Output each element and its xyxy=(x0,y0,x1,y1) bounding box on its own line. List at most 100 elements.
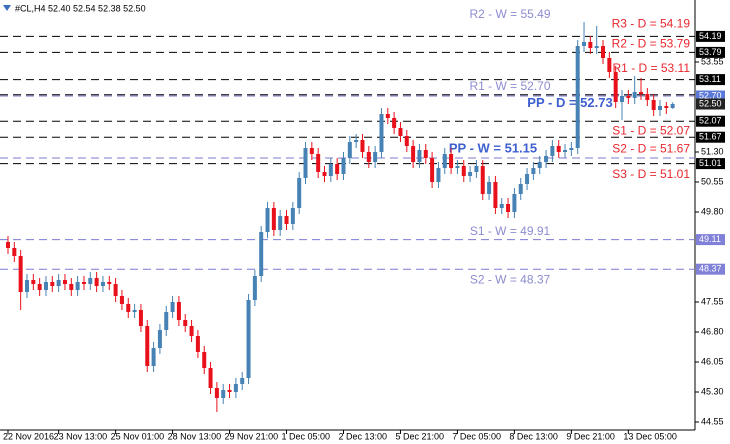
candle-body xyxy=(335,164,340,174)
candle-body xyxy=(379,114,384,152)
y-tick-label: 45.30 xyxy=(701,386,724,396)
x-tick-label: 9 Dec 21:00 xyxy=(566,431,615,441)
candle-body xyxy=(398,128,403,136)
candle-body xyxy=(449,154,454,168)
candle-body xyxy=(366,152,371,162)
candle-body xyxy=(221,390,226,398)
candle-body xyxy=(341,158,346,174)
candle-body xyxy=(436,168,441,182)
candle-body xyxy=(100,282,105,286)
price-tag xyxy=(696,158,725,170)
candle-body xyxy=(563,150,568,152)
candle-body xyxy=(360,140,365,152)
candle-body xyxy=(309,148,314,154)
y-tick-label: 53.55 xyxy=(701,56,724,66)
y-tick-label: 50.55 xyxy=(701,176,724,186)
candle-body xyxy=(480,166,485,194)
x-tick-label: 25 Nov 01:00 xyxy=(111,431,165,441)
candle-body xyxy=(544,156,549,162)
candle-body xyxy=(512,194,517,212)
candle-body xyxy=(417,150,422,162)
pivot-label: R3 - D = 54.19 xyxy=(612,17,691,31)
candle-body xyxy=(518,184,523,194)
candle-body xyxy=(455,166,460,168)
candle-body xyxy=(531,168,536,174)
candle-body xyxy=(157,330,162,348)
candle-body xyxy=(556,146,561,152)
candle-body xyxy=(62,280,67,284)
x-tick-label: 2 Dec 13:00 xyxy=(338,431,387,441)
candle-body xyxy=(69,284,74,290)
pivot-label: PP - W = 51.15 xyxy=(449,140,537,155)
candle-body xyxy=(138,310,143,326)
price-tag xyxy=(696,98,725,110)
price-tag-label: 53.79 xyxy=(699,47,722,57)
x-tick-label: 7 Dec 05:00 xyxy=(452,431,501,441)
candle-body xyxy=(430,158,435,182)
candle-body xyxy=(322,172,327,176)
candle-body xyxy=(493,182,498,208)
candle-body xyxy=(75,282,80,290)
candle-body xyxy=(442,154,447,168)
candle-body xyxy=(151,348,156,366)
candle-body xyxy=(404,136,409,146)
candle-body xyxy=(347,142,352,158)
candle-body xyxy=(246,300,251,378)
candle-body xyxy=(88,278,93,284)
candle-body xyxy=(664,106,669,108)
candle-body xyxy=(588,42,593,48)
price-tag xyxy=(696,115,725,127)
x-tick-label: 1 Dec 05:00 xyxy=(282,431,331,441)
price-tag xyxy=(696,30,725,42)
pivot-label: S1 - W = 49.91 xyxy=(470,224,551,238)
pivot-label: R2 - D = 53.79 xyxy=(612,37,691,51)
candle-body xyxy=(645,94,650,100)
candle-body xyxy=(392,118,397,128)
candle-body xyxy=(651,100,656,110)
price-tag-label: 51.01 xyxy=(699,158,722,168)
price-tag xyxy=(696,46,725,58)
candle-body xyxy=(385,114,390,118)
y-tick-label: 46.05 xyxy=(701,356,724,366)
y-tick-label: 46.80 xyxy=(701,326,724,336)
price-tag-label: 52.07 xyxy=(699,116,722,126)
price-tag xyxy=(696,131,725,143)
price-tag xyxy=(696,90,725,102)
candle-body xyxy=(670,104,675,108)
candle-body xyxy=(468,172,473,176)
candle-body xyxy=(657,106,662,110)
candle-body xyxy=(328,164,333,176)
candle-body xyxy=(132,310,137,312)
pivot-label: R1 - W = 52.70 xyxy=(469,79,550,93)
candle-body xyxy=(278,216,283,230)
candle-body xyxy=(303,148,308,178)
candle-body xyxy=(240,378,245,384)
candle-body xyxy=(176,302,181,320)
candle-body xyxy=(189,326,194,336)
price-tag-label: 53.11 xyxy=(699,74,721,84)
price-tag-label: 49.11 xyxy=(699,234,721,244)
candle-body xyxy=(119,296,124,304)
price-tag-label: 54.19 xyxy=(699,31,722,41)
candle-body xyxy=(632,92,637,98)
candle-body xyxy=(582,42,587,46)
candle-body xyxy=(265,208,270,232)
candle-body xyxy=(461,166,466,176)
price-tag xyxy=(696,234,725,246)
candle-body xyxy=(297,178,302,208)
candle-body xyxy=(271,208,276,230)
candle-body xyxy=(411,146,416,162)
candle-body xyxy=(18,256,23,292)
candle-body xyxy=(195,336,200,352)
candle-body xyxy=(594,46,599,48)
candle-body xyxy=(31,280,36,284)
candle-body xyxy=(183,320,188,326)
candle-body xyxy=(113,284,118,296)
x-tick-label: 5 Dec 21:00 xyxy=(395,431,444,441)
candle-body xyxy=(126,304,131,312)
candle-body xyxy=(233,384,238,392)
pivot-label: S1 - D = 52.07 xyxy=(612,123,690,137)
candle-body xyxy=(639,92,643,94)
symbol-icon xyxy=(3,5,11,11)
